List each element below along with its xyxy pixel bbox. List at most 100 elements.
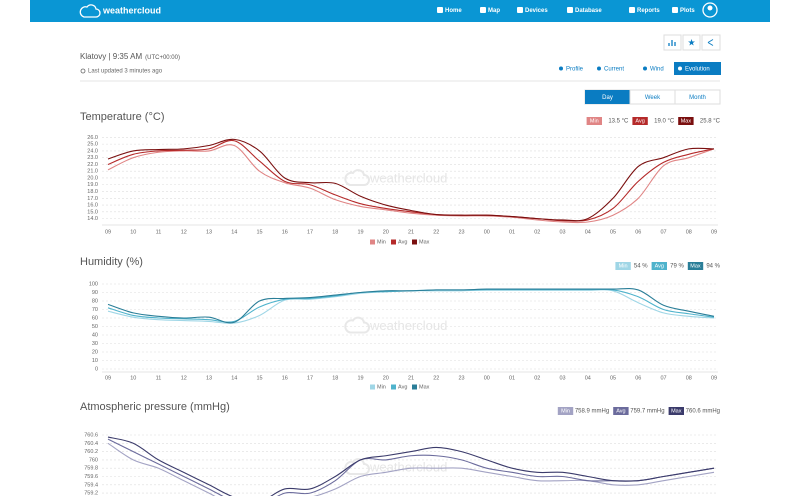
- summary-name: Min: [590, 118, 599, 124]
- watermark-icon: [344, 169, 370, 186]
- legend-swatch: [370, 384, 375, 390]
- location: Klatovy | 9:35 AM (UTC+00:00): [80, 52, 180, 61]
- nav-item[interactable]: Home: [445, 8, 462, 14]
- x-tick-label: 19: [357, 229, 363, 235]
- summary-badge: [678, 117, 694, 125]
- x-tick-label: 18: [332, 375, 338, 381]
- y-tick-label: 21.0: [87, 169, 98, 175]
- x-tick-label: 09: [105, 229, 111, 235]
- x-tick-label: 02: [534, 229, 540, 235]
- y-tick-label: 759.8: [84, 466, 98, 472]
- series-line: [107, 138, 715, 222]
- summary-value: 54 %: [634, 264, 648, 270]
- period-button[interactable]: Week: [645, 95, 661, 101]
- nav-icon[interactable]: [672, 7, 678, 13]
- series-line: [107, 139, 715, 222]
- y-tick-label: 40: [92, 332, 98, 338]
- summary-badge: [668, 407, 684, 415]
- y-tick-label: 760.4: [84, 441, 98, 447]
- series-line: [107, 287, 715, 324]
- summary-value: 19.0 °C: [654, 119, 675, 125]
- series-line: [107, 442, 715, 496]
- summary-value: 94 %: [706, 264, 720, 270]
- logo[interactable]: weathercloud: [79, 4, 161, 18]
- nav-item[interactable]: Map: [488, 8, 500, 14]
- legend-label[interactable]: Min: [377, 239, 386, 245]
- toolbar: ★: [663, 34, 721, 51]
- x-tick-label: 22: [433, 229, 439, 235]
- y-tick-label: 18.0: [87, 189, 98, 195]
- nav-item[interactable]: Reports: [637, 8, 660, 14]
- x-tick-label: 00: [484, 229, 490, 235]
- legend-swatch: [370, 239, 375, 245]
- y-tick-label: 16.0: [87, 203, 98, 209]
- nav-item[interactable]: Database: [575, 8, 602, 14]
- y-tick-label: 760.6: [84, 432, 98, 438]
- legend-label[interactable]: Max: [419, 239, 430, 245]
- legend-label[interactable]: Min: [377, 384, 386, 390]
- y-tick-label: 60: [92, 315, 98, 321]
- stats-icon: [668, 40, 676, 46]
- x-tick-label: 20: [383, 375, 389, 381]
- x-tick-label: 12: [181, 375, 187, 381]
- nav-icon[interactable]: [567, 7, 573, 13]
- x-tick-label: 22: [433, 375, 439, 381]
- watermark: weathercloud: [369, 459, 447, 474]
- x-tick-label: 06: [635, 375, 641, 381]
- x-tick-label: 23: [458, 229, 464, 235]
- nav-icon[interactable]: [517, 7, 523, 13]
- summary-value: 759.7 mmHg: [630, 409, 664, 415]
- star-icon: ★: [687, 37, 695, 47]
- watermark-icon: [344, 458, 370, 475]
- summary-name: Avg: [635, 118, 644, 124]
- legend-label[interactable]: Avg: [398, 239, 407, 245]
- x-tick-label: 00: [484, 375, 490, 381]
- period-button[interactable]: Day: [602, 95, 613, 101]
- share-icon: [707, 39, 714, 46]
- period-button[interactable]: Month: [689, 95, 706, 101]
- tab[interactable]: Profile: [566, 67, 584, 73]
- location-text: Klatovy | 9:35 AM: [80, 52, 142, 61]
- x-tick-label: 17: [307, 229, 313, 235]
- x-tick-label: 10: [130, 375, 136, 381]
- legend-label[interactable]: Max: [419, 384, 430, 390]
- tab-icon: [597, 66, 601, 71]
- x-tick-label: 12: [181, 229, 187, 235]
- share-button[interactable]: [701, 34, 721, 51]
- nav-icon[interactable]: [437, 7, 443, 13]
- summary-value: 760.6 mmHg: [686, 409, 720, 415]
- y-tick-label: 20.0: [87, 175, 98, 181]
- tab[interactable]: Evolution: [685, 67, 710, 73]
- nav-item[interactable]: Plots: [680, 8, 695, 14]
- nav-icon[interactable]: [629, 7, 635, 13]
- legend-label[interactable]: Avg: [398, 384, 407, 390]
- nav-item[interactable]: Devices: [525, 8, 548, 14]
- x-tick-label: 09: [105, 375, 111, 381]
- tab[interactable]: Current: [604, 67, 624, 73]
- watermark-icon: [344, 316, 370, 334]
- tab[interactable]: Wind: [650, 67, 664, 73]
- series-line: [107, 436, 715, 496]
- legend-swatch: [412, 239, 417, 245]
- x-tick-label: 15: [256, 229, 262, 235]
- summary-badge: [651, 262, 667, 270]
- favorite-button[interactable]: [682, 34, 701, 51]
- nav-icon[interactable]: [480, 7, 486, 13]
- summary-name: Avg: [616, 408, 625, 414]
- summary-badge: [557, 407, 574, 415]
- user-icon-head: [707, 5, 713, 11]
- x-tick-label: 13: [206, 229, 212, 235]
- y-tick-label: 26.0: [87, 135, 98, 141]
- chart-title: Humidity (%): [80, 256, 143, 268]
- summary-name: Min: [619, 263, 628, 269]
- user-icon[interactable]: [702, 2, 718, 18]
- legend-swatch: [391, 239, 396, 245]
- tab-icon: [643, 66, 647, 71]
- summary-name: Max: [681, 118, 692, 124]
- summary-badge: [687, 262, 704, 270]
- x-tick-label: 09: [711, 229, 717, 235]
- y-tick-label: 22.0: [87, 162, 98, 168]
- y-tick-label: 100: [89, 281, 98, 287]
- series-line: [107, 144, 715, 224]
- logo-icon: [79, 4, 101, 18]
